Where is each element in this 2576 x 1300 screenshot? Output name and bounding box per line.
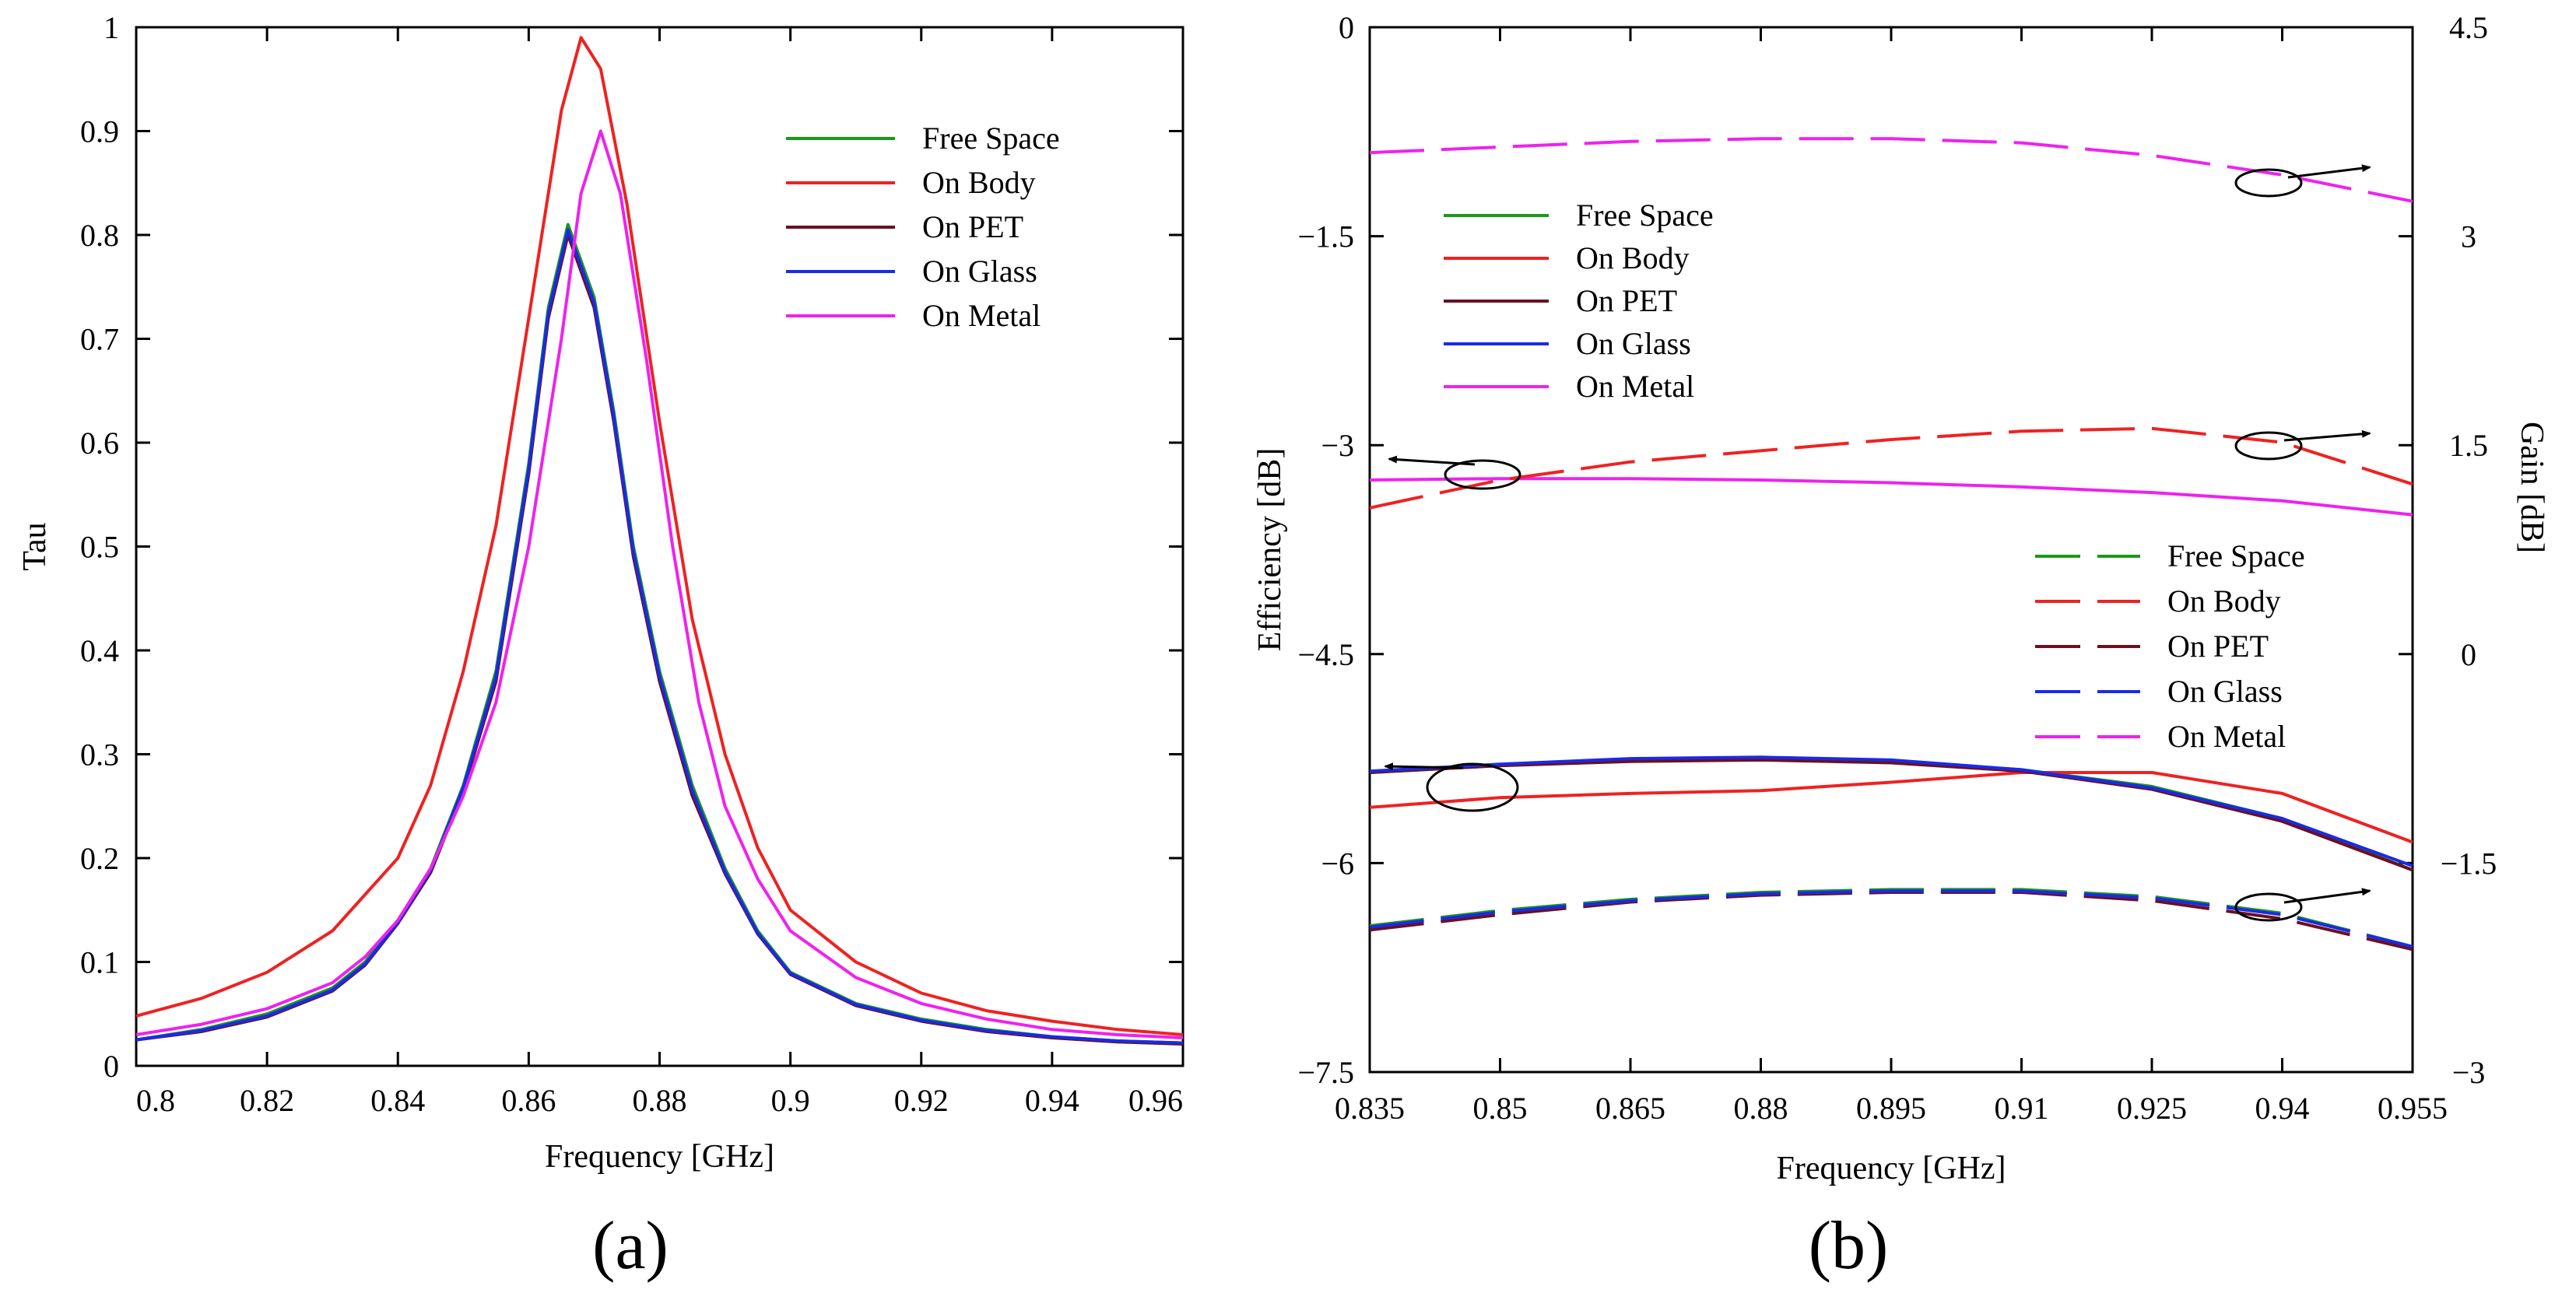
legend-label-a: On Body [922,165,1036,200]
x-tick-label-a: 0.8 [136,1083,175,1118]
legend-label-solid-b: On PET [1576,283,1677,318]
annotations-b [1384,164,2371,922]
y2-tick-label-b: 4.5 [2449,10,2488,45]
legend-a: Free Space On Body On PET On Glass On Metal [786,121,1060,333]
efficiency-line-b-on-metal [1369,477,2413,517]
x-tick-label-b: 0.955 [2378,1091,2448,1126]
y-axis-label-b: Efficiency [dB] [1252,448,1288,652]
efficiency-line-b-on-pet [1369,758,2413,872]
metal-gain-annot-ellipse [2234,168,2303,198]
y2-tick-label-b: 0 [2461,637,2476,672]
x-tick-label-b: 0.835 [1335,1091,1405,1126]
x-tick-label-b: 0.85 [1473,1091,1528,1126]
y-tick-label-a: 0.6 [80,426,119,461]
gain-line-b-free-space [1369,888,2413,948]
y-tick-label-a: 0.4 [80,633,119,668]
gain-annot-ellipse [2234,892,2303,922]
series-line-a-free-space [135,223,1184,1045]
legend-label-a: On Glass [922,254,1037,289]
series-line-a-on-pet [135,233,1184,1046]
x-tick-label-a: 0.88 [633,1083,687,1118]
legend-label-a: Free Space [922,121,1060,156]
caption-a: (a) [592,1208,669,1284]
x-tick-label-a: 0.94 [1025,1083,1079,1118]
legend-solid-b: Free Space On Body On PET On Glass On Metal [1444,198,1714,404]
eff-annot-ellipse [1426,762,1519,812]
body-gain-annot-arrow [2283,429,2371,442]
y2-axis-label-b: Gain [dB] [2514,422,2550,553]
legend-label-dashed-b: On Glass [2167,674,2283,709]
x-tick-label-a: 0.84 [370,1083,425,1118]
x-tick-label-b: 0.88 [1734,1091,1788,1126]
caption-b: (b) [1809,1208,1889,1284]
legend-label-dashed-b: Free Space [2167,538,2305,573]
panel-a: 0.8 0.82 0.84 0.86 0.88 0.9 0.92 0.94 0.96 0 0.1 0.… [17,10,1184,1284]
y-tick-label-b: −1.5 [1297,219,1354,254]
y-tick-label-b: −6 [1321,846,1354,881]
y-tick-label-b: −4.5 [1297,637,1354,672]
legend-label-solid-b: On Glass [1576,326,1691,361]
x-axis-label-b: Frequency [GHz] [1776,1151,2006,1186]
x-tick-label-a: 0.9 [771,1083,810,1118]
legend-label-dashed-b: On PET [2167,629,2269,664]
series-line-a-on-body [135,36,1184,1036]
y-tick-label-a: 0.7 [80,322,119,357]
metal-gain-annot-arrow [2287,164,2371,179]
gain-line-b-on-pet [1369,891,2413,951]
y-tick-label-a: 0.5 [80,530,119,565]
series-line-a-on-glass [135,228,1184,1045]
eff-annot-arrow [1384,762,1464,771]
x-tick-label-b: 0.91 [1995,1091,2049,1126]
x-tick-label-b: 0.865 [1595,1091,1665,1126]
series-line-a-on-metal [135,129,1184,1039]
x-tick-label-a: 0.86 [501,1083,556,1118]
efficiency-line-b-on-glass [1369,755,2413,867]
legend-label-dashed-b: On Metal [2167,719,2286,754]
x-tick-label-b: 0.895 [1856,1091,1926,1126]
y2-tick-label-b: −1.5 [2441,846,2497,881]
y-tick-label-a: 0.8 [80,218,119,253]
x-tick-label-a: 0.96 [1128,1083,1183,1118]
y-tick-label-b: 0 [1339,10,1354,45]
metal-eff-annot-ellipse [1444,459,1521,490]
y-tick-label-a: 0.3 [80,738,119,773]
y-axis-label-a: Tau [17,522,53,570]
legend-label-a: On PET [922,209,1023,244]
legend-label-solid-b: On Metal [1576,369,1694,404]
y2-tick-label-b: −3 [2452,1055,2486,1090]
gain-line-b-on-body [1369,426,2413,510]
x-tick-label-b: 0.925 [2117,1091,2187,1126]
legend-label-solid-b: Free Space [1576,198,1714,233]
y-tick-label-a: 0.1 [80,945,119,980]
x-tick-label-a: 0.92 [894,1083,949,1118]
legend-label-solid-b: On Body [1576,240,1690,275]
gain-annot-arrow [2283,888,2371,904]
y-tick-label-a: 0.2 [80,841,119,876]
body-gain-annot-ellipse [2234,431,2303,461]
legend-dashed-b: Free Space On Body On PET On Glass On Metal [2035,538,2305,754]
metal-eff-annot-arrow [1388,455,1476,466]
x-tick-label-b: 0.94 [2255,1091,2310,1126]
y2-tick-label-b: 1.5 [2449,428,2488,463]
y-tick-label-a: 1 [104,10,119,45]
y-tick-label-b: −7.5 [1297,1055,1354,1090]
panel-b: 0.835 0.85 0.865 0.88 0.895 0.91 0.925 0.94 0.95… [1252,10,2550,1284]
y-tick-label-b: −3 [1321,428,1354,463]
y-tick-label-a: 0.9 [80,114,119,149]
x-axis-label-a: Frequency [GHz] [545,1139,774,1175]
x-tick-label-a: 0.82 [240,1083,294,1118]
gain-line-b-on-glass [1369,889,2413,948]
y2-tick-label-b: 3 [2461,219,2476,254]
legend-label-a: On Metal [922,298,1041,333]
efficiency-line-b-on-body [1369,771,2413,844]
legend-label-dashed-b: On Body [2167,583,2281,618]
y-tick-label-a: 0 [104,1049,119,1084]
gain-line-b-on-metal [1369,137,2413,203]
